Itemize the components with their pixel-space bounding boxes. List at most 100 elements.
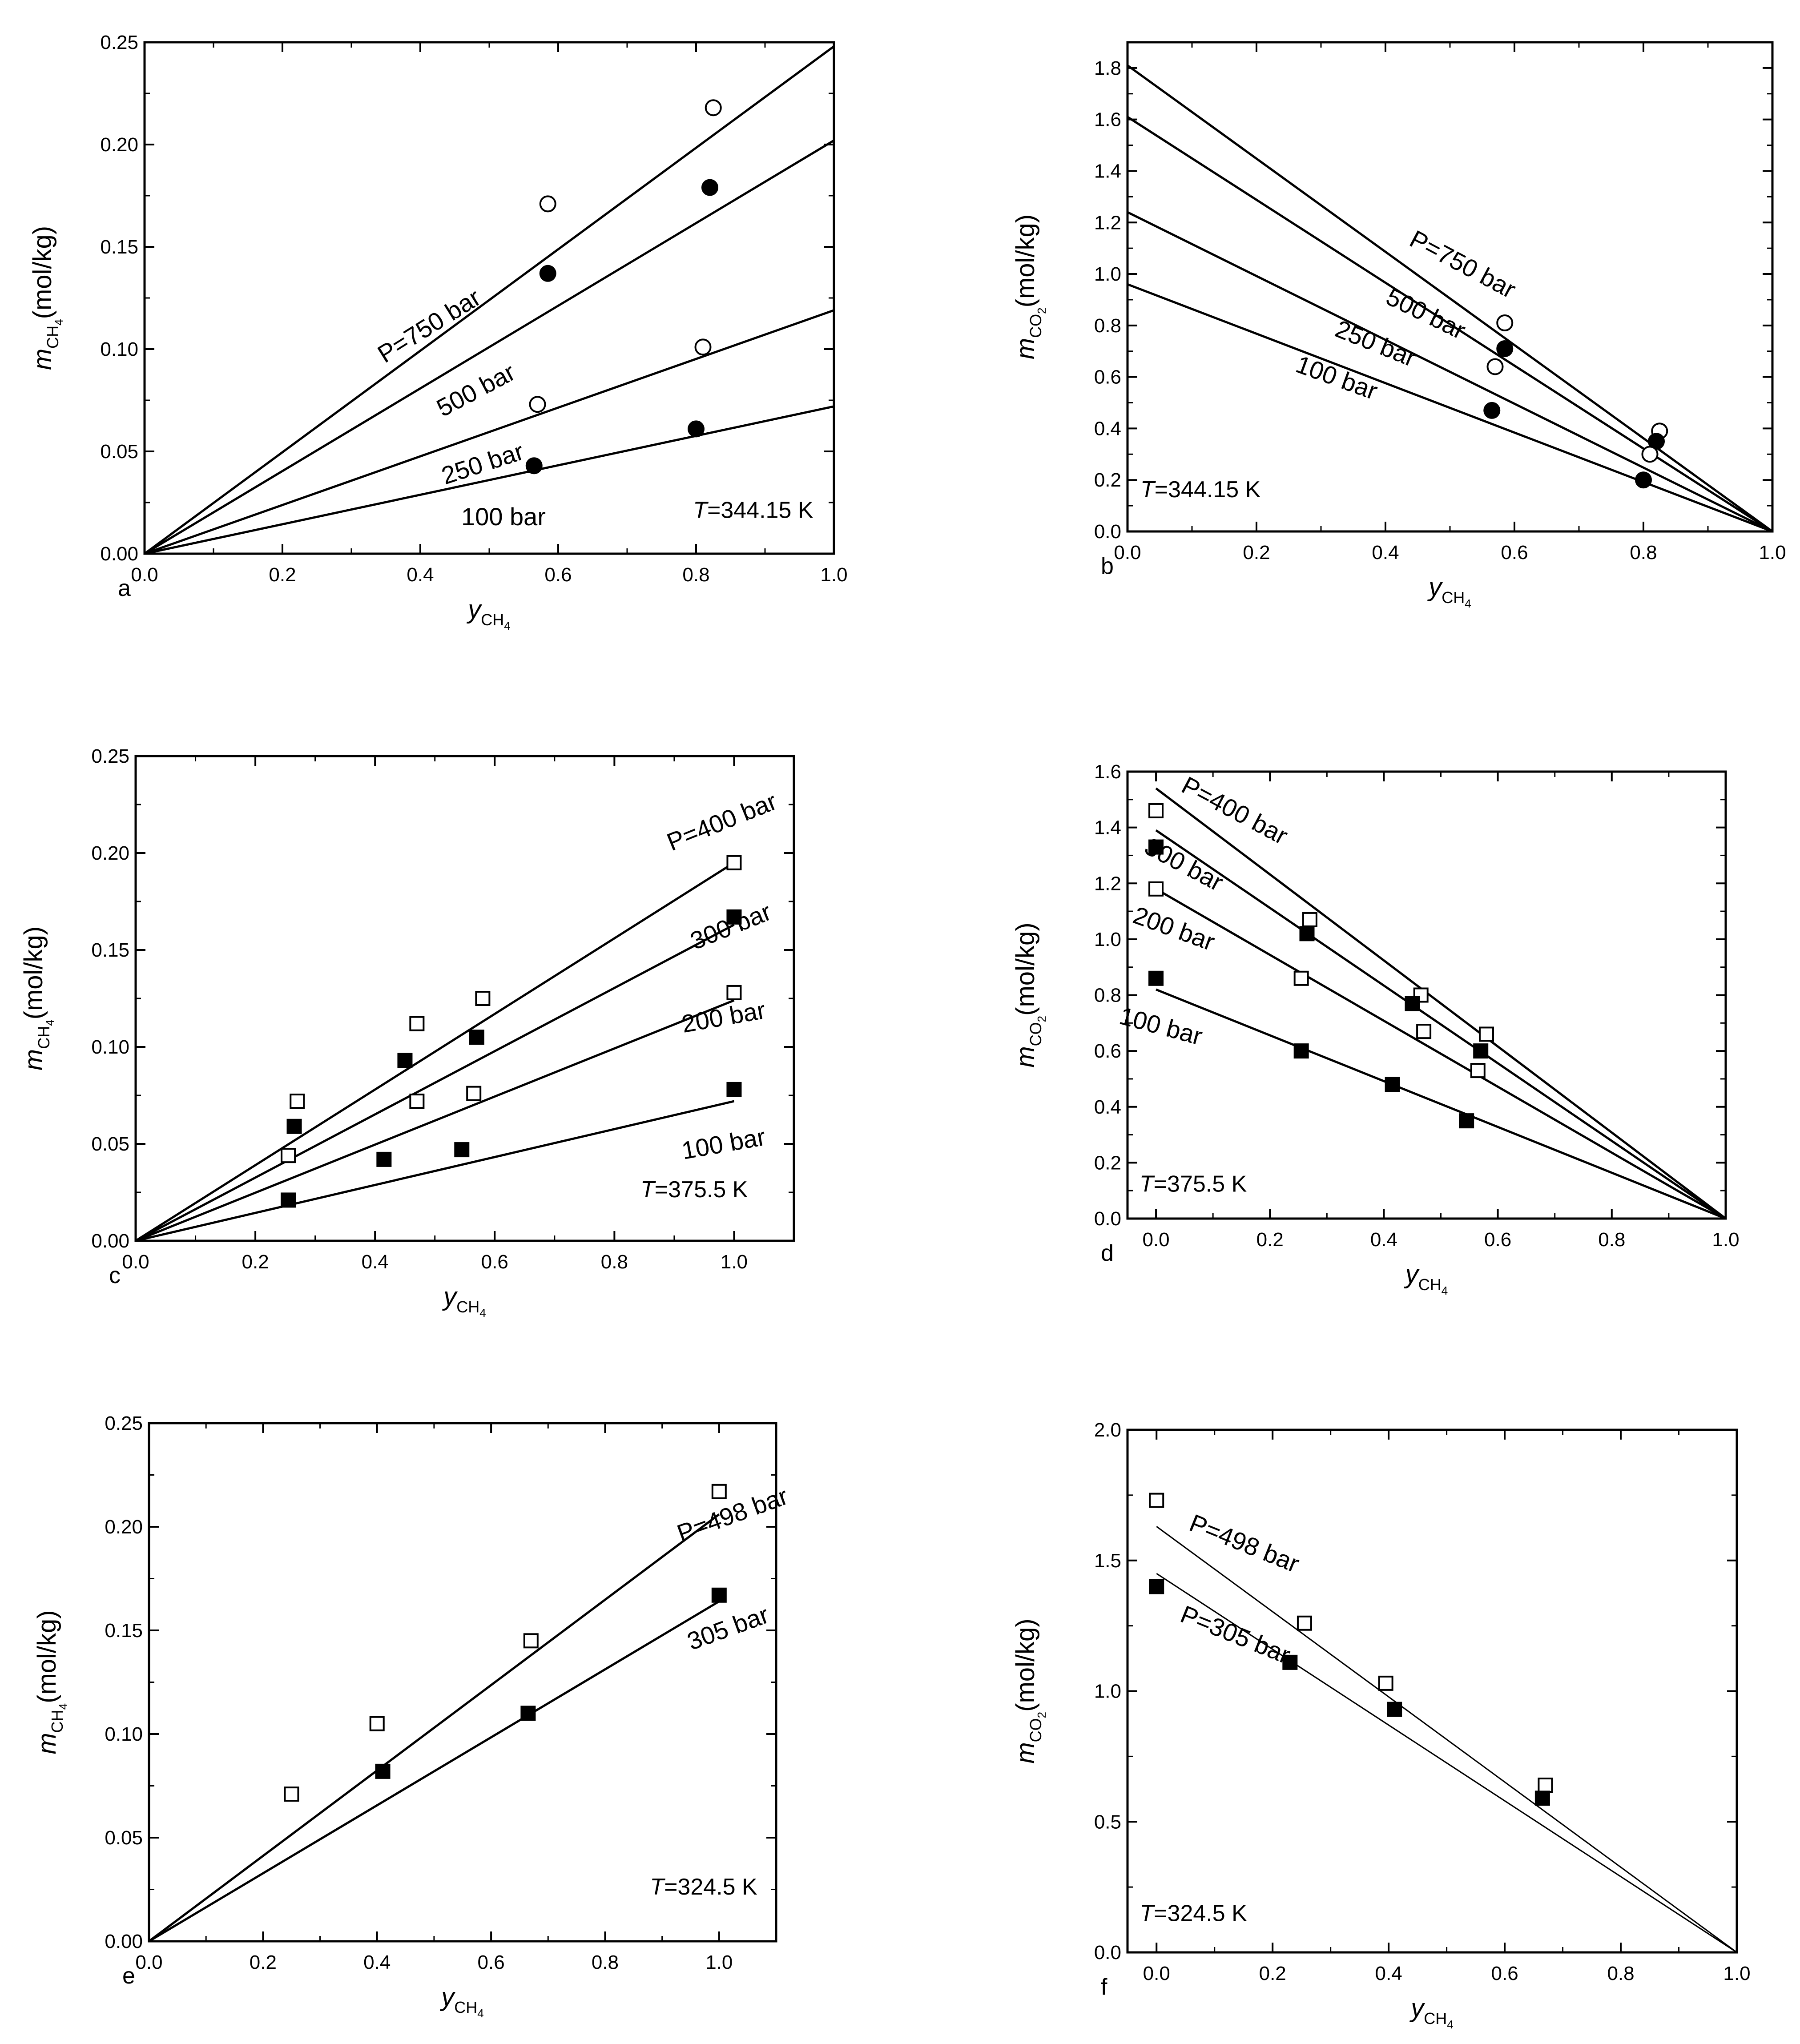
panel-letter: f [1101,1974,1107,2000]
data-point [1479,1026,1494,1042]
x-axis-label-main: y [1404,1260,1420,1289]
y-axis-label-sub: CO [1027,314,1045,338]
data-point [539,195,556,213]
fit-line [1156,988,1726,1220]
y-tick-label: 1.2 [1094,873,1121,894]
panel-letter: a [118,575,131,601]
x-axis-label-main: y [1427,573,1443,602]
data-point [1293,1043,1309,1059]
y-axis: 0.0 0.2 0.4 0.6 0.8 1.0 1.2 1.4 1.6 [1094,761,1726,1230]
x-axis-label-main: y [439,1983,455,2012]
series-label: 100 bar [1293,350,1381,405]
x-tick-label: 0.2 [1259,1963,1286,1984]
y-axis-label-unit: (mol/kg) [32,1610,61,1703]
x-axis-label-subsub: 4 [477,2007,483,2020]
y-axis: 0.00 0.05 0.10 0.15 0.20 0.25 [91,745,794,1252]
series-label: 100 bar [461,503,546,531]
fit-line [1127,64,1773,533]
fit-line [1155,829,1727,1220]
data-points [284,1484,727,1802]
temperature-value: =375.5 K [1154,1171,1247,1197]
y-tick-label: 0.5 [1094,1811,1121,1833]
y-tick-label: 1.8 [1094,57,1121,79]
y-axis: 0.0 0.2 0.4 0.6 0.8 1.0 1.2 1.4 1.6 1.8 [1094,57,1772,543]
data-point [369,1716,385,1731]
y-tick-label: 0.10 [105,1723,143,1745]
series-label: 500 bar [1382,282,1470,345]
y-tick-label: 1.5 [1094,1550,1121,1572]
data-point [281,1192,296,1208]
data-point [688,420,705,438]
data-point [1149,1579,1164,1594]
y-tick-label: 1.4 [1094,160,1121,182]
data-point [1483,402,1501,419]
series-label: P=750 bar [1405,225,1521,304]
y-tick-label: 1.4 [1094,817,1121,839]
x-axis-label-subsub: 4 [504,619,510,632]
data-point [523,1633,539,1649]
data-point [726,1082,742,1097]
y-axis-label-subsub: 4 [43,1019,56,1026]
fit-line [1127,116,1773,533]
data-point [1641,446,1659,463]
data-point [1149,1493,1164,1508]
x-tick-label: 1.0 [1712,1229,1739,1251]
data-point [525,457,543,475]
y-tick-label: 0.10 [91,1036,129,1058]
y-axis-label-main: m [28,349,57,370]
series-label: P=750 bar [373,283,486,368]
y-tick-label: 0.4 [1094,418,1121,439]
data-point [469,1030,484,1045]
y-axis-label-main: m [32,1733,61,1754]
data-point [1148,803,1164,818]
panel-c: 0.0 0.2 0.4 0.6 0.8 1.00.000.050.100.150.200.… [19,745,795,1320]
panel-letter: e [122,1963,135,1989]
y-axis-label-unit: (mol/kg) [28,226,57,319]
fit-lines [1127,64,1773,533]
x-axis-label-subsub: 4 [1465,597,1471,610]
x-axis: 0.0 0.2 0.4 0.6 0.8 1.0 [1143,1430,1751,1984]
fit-lines [1155,787,1727,1220]
data-point [1635,471,1652,489]
fit-lines [1156,1526,1737,1953]
fit-line [1156,1526,1737,1953]
x-tick-label: 0.8 [1598,1229,1625,1251]
y-tick-label: 1.2 [1094,212,1121,233]
fit-line [1156,1573,1737,1953]
plot-frame [1126,41,1774,533]
fit-line [144,405,834,555]
series-label: P=400 bar [1177,771,1293,850]
y-axis-label-sub: CH [35,1026,53,1049]
x-tick-label: 0.4 [362,1251,389,1273]
data-point [1416,1024,1432,1039]
series-label: P=498 bar [1186,1509,1304,1578]
x-axis-label-sub: CH [456,1298,479,1316]
y-axis-label: mCH4(mol/kg) [28,226,65,370]
y-tick-label: 0.20 [91,842,129,864]
y-tick-label: 0.25 [91,745,129,767]
data-point [1299,926,1315,942]
y-tick-label: 0.00 [105,1931,143,1952]
data-point [694,338,712,356]
series-label: P=498 bar [673,1481,792,1547]
temperature-label: T=324.5 K [1140,1901,1247,1927]
y-tick-label: 0.0 [1094,521,1121,543]
fit-line [135,924,735,1242]
series-label: 100 bar [680,1123,768,1165]
series-label: 100 bar [1116,1002,1205,1050]
data-point [1302,912,1317,927]
y-axis-label-subsub: 4 [52,319,65,325]
y-tick-label: 0.15 [100,236,138,258]
x-tick-label: 0.0 [1143,1963,1170,1984]
y-axis-label-main: m [19,1049,48,1070]
y-axis-label-main: m [1011,338,1040,359]
data-point [1378,1675,1393,1691]
temperature-value: =324.5 K [664,1874,757,1900]
y-tick-label: 0.25 [100,32,138,53]
series-label: 305 bar [684,1600,773,1655]
x-axis-label-sub: CH [1418,1275,1442,1294]
temperature-value: =324.5 K [1154,1901,1247,1927]
y-axis-label-sub: CO [1027,1718,1045,1742]
